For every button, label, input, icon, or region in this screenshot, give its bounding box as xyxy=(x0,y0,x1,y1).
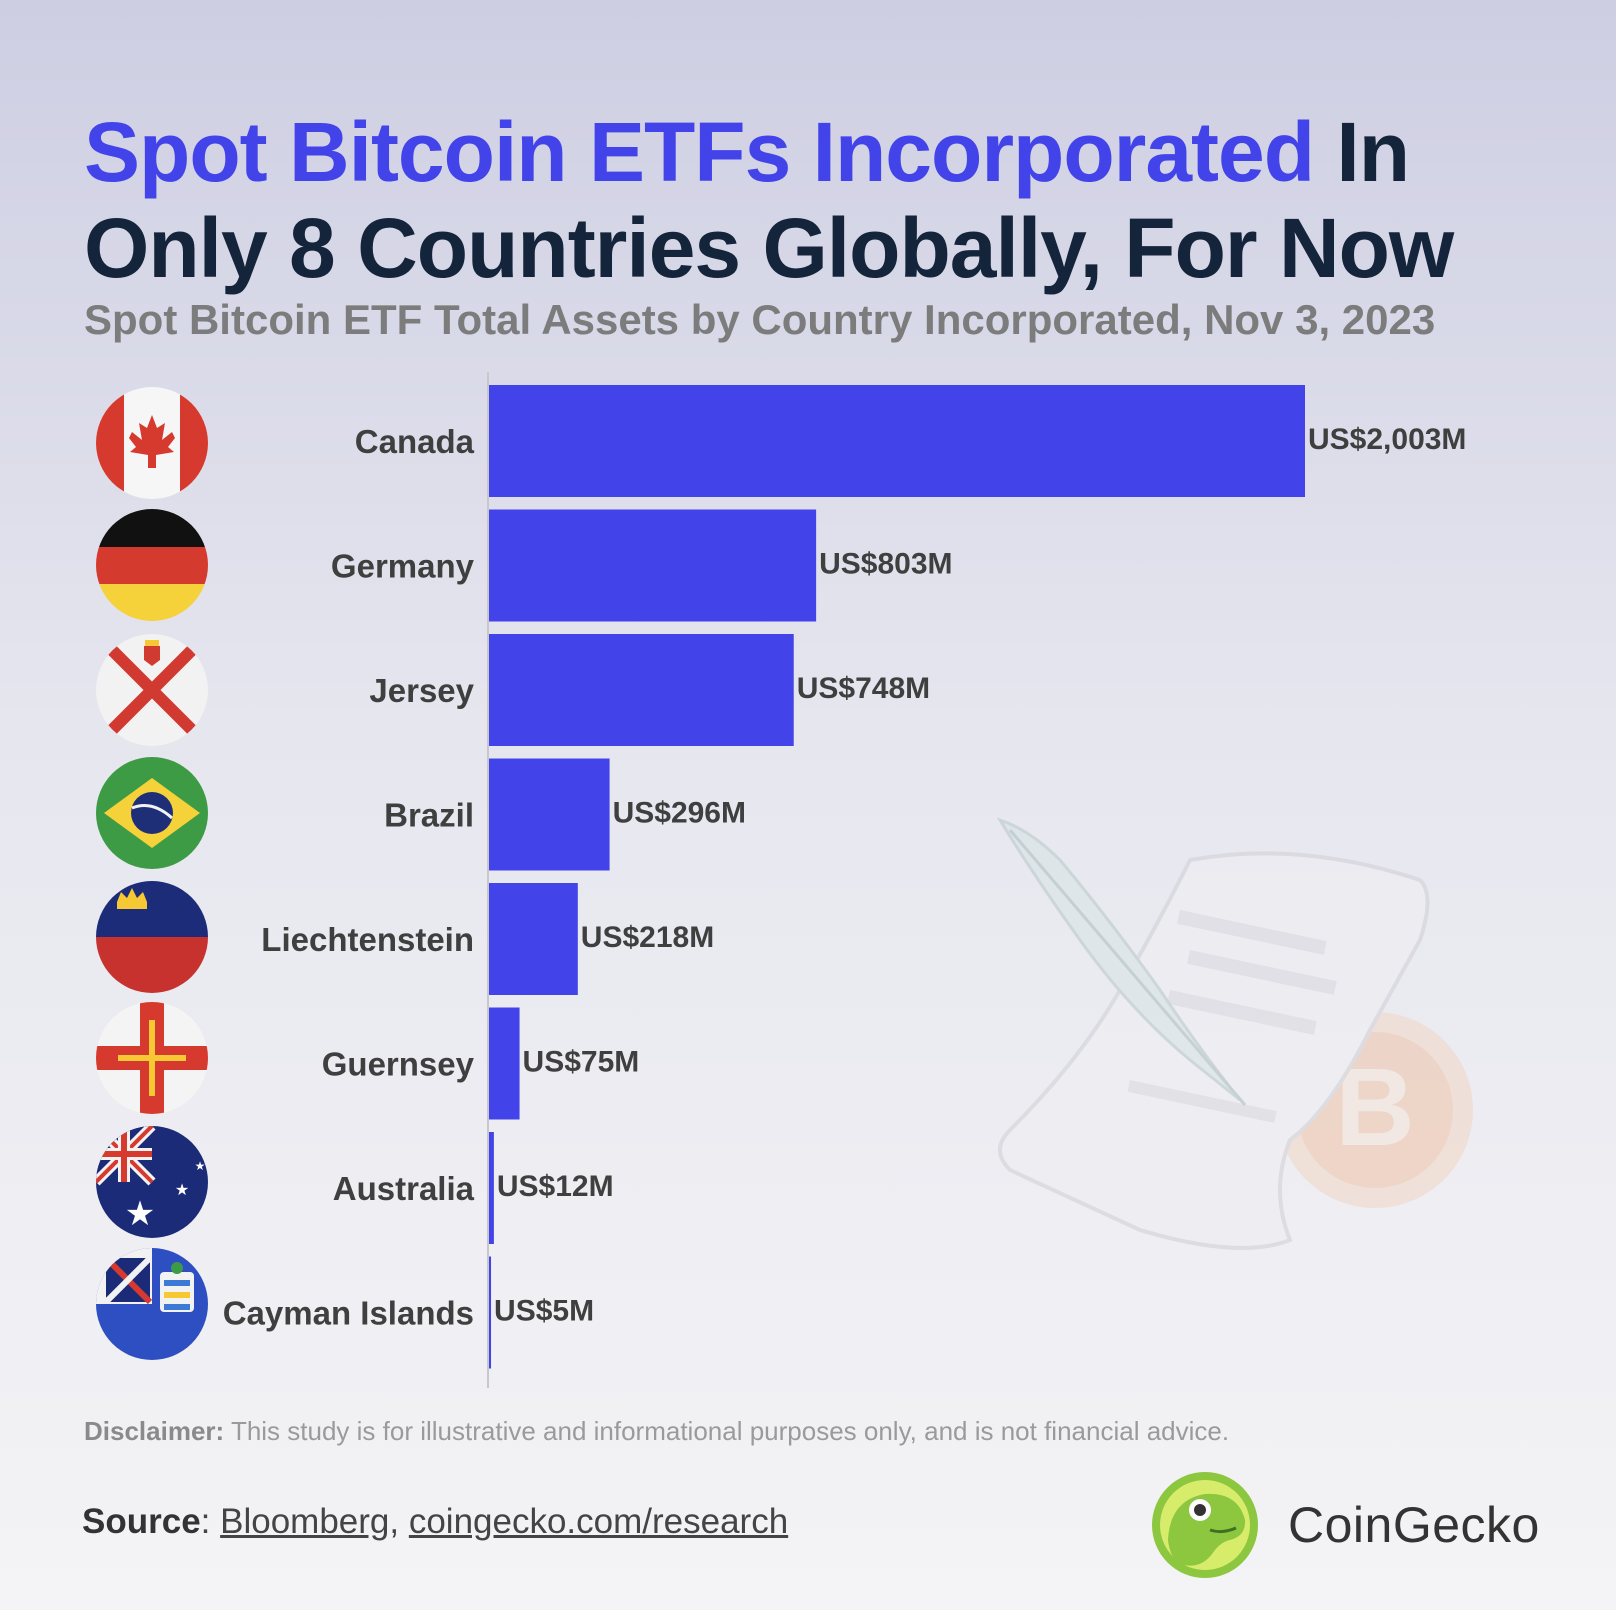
coingecko-logo-icon xyxy=(1152,1472,1258,1578)
guernsey-flag-icon xyxy=(96,1002,208,1114)
category-label: Guernsey xyxy=(322,1046,475,1083)
liechtenstein-flag-icon xyxy=(96,881,208,993)
value-label: US$748M xyxy=(797,672,930,705)
category-label: Cayman Islands xyxy=(223,1295,474,1332)
bar-germany xyxy=(489,509,817,622)
value-label: US$2,003M xyxy=(1308,423,1466,456)
bar-cayman-islands xyxy=(489,1256,492,1369)
bar-liechtenstein xyxy=(489,883,578,995)
category-label: Canada xyxy=(355,423,475,460)
category-label: Jersey xyxy=(369,672,474,709)
value-labels: US$2,003M US$803M US$748M US$296M US$218M US$… xyxy=(494,423,1466,1328)
value-label: US$803M xyxy=(819,548,952,581)
bar-canada xyxy=(489,385,1305,497)
jersey-flag-icon xyxy=(96,634,208,746)
value-label: US$296M xyxy=(613,797,746,830)
value-label: US$12M xyxy=(497,1170,614,1203)
category-label: Liechtenstein xyxy=(261,921,474,958)
source-link-bloomberg[interactable]: Bloomberg xyxy=(220,1502,390,1541)
chart-title: Spot Bitcoin ETFs Incorporated In Only 8… xyxy=(84,104,1564,296)
canada-flag-icon xyxy=(96,387,208,499)
bar-guernsey xyxy=(489,1007,520,1120)
coingecko-brand: CoinGecko xyxy=(1150,1470,1570,1580)
category-labels: Canada Germany Jersey Brazil Liechtenstein Gu… xyxy=(223,423,475,1332)
brazil-flag-icon xyxy=(96,757,208,869)
bar-australia xyxy=(489,1132,494,1244)
title-rest: In Only 8 Countries Globally, For Now xyxy=(84,105,1454,295)
category-label: Australia xyxy=(333,1170,475,1207)
category-label: Brazil xyxy=(384,797,474,834)
title-highlight: Spot Bitcoin ETFs Incorporated xyxy=(84,105,1315,199)
bar-jersey xyxy=(489,634,794,746)
disclaimer-text: This study is for illustrative and infor… xyxy=(224,1416,1230,1446)
category-label: Germany xyxy=(331,548,475,585)
cayman-islands-flag-icon xyxy=(96,1248,208,1360)
value-label: US$75M xyxy=(523,1046,640,1079)
svg-text:★: ★ xyxy=(175,1180,189,1199)
value-label: US$5M xyxy=(494,1295,594,1328)
source-line: Source: Bloomberg, coingecko.com/researc… xyxy=(82,1502,788,1542)
australia-flag-icon: ★ ★ ★ xyxy=(96,1126,208,1238)
source-comma: , xyxy=(389,1502,409,1541)
chart-subtitle: Spot Bitcoin ETF Total Assets by Country… xyxy=(84,296,1436,343)
brand-name: CoinGecko xyxy=(1288,1497,1540,1553)
source-link-coingecko-research[interactable]: coingecko.com/research xyxy=(408,1502,789,1541)
source-separator: : xyxy=(200,1502,221,1541)
scroll-quill-bitcoin-watermark-icon: B xyxy=(996,817,1473,1250)
germany-flag-icon xyxy=(96,509,208,621)
source-label: Source xyxy=(82,1502,201,1541)
disclaimer: Disclaimer: This study is for illustrati… xyxy=(84,1416,1229,1447)
bar-brazil xyxy=(489,758,610,871)
svg-text:★: ★ xyxy=(195,1159,206,1173)
bars-group xyxy=(489,385,1305,1369)
value-label: US$218M xyxy=(581,921,714,954)
disclaimer-label: Disclaimer: xyxy=(84,1416,225,1446)
svg-text:★: ★ xyxy=(125,1194,155,1234)
